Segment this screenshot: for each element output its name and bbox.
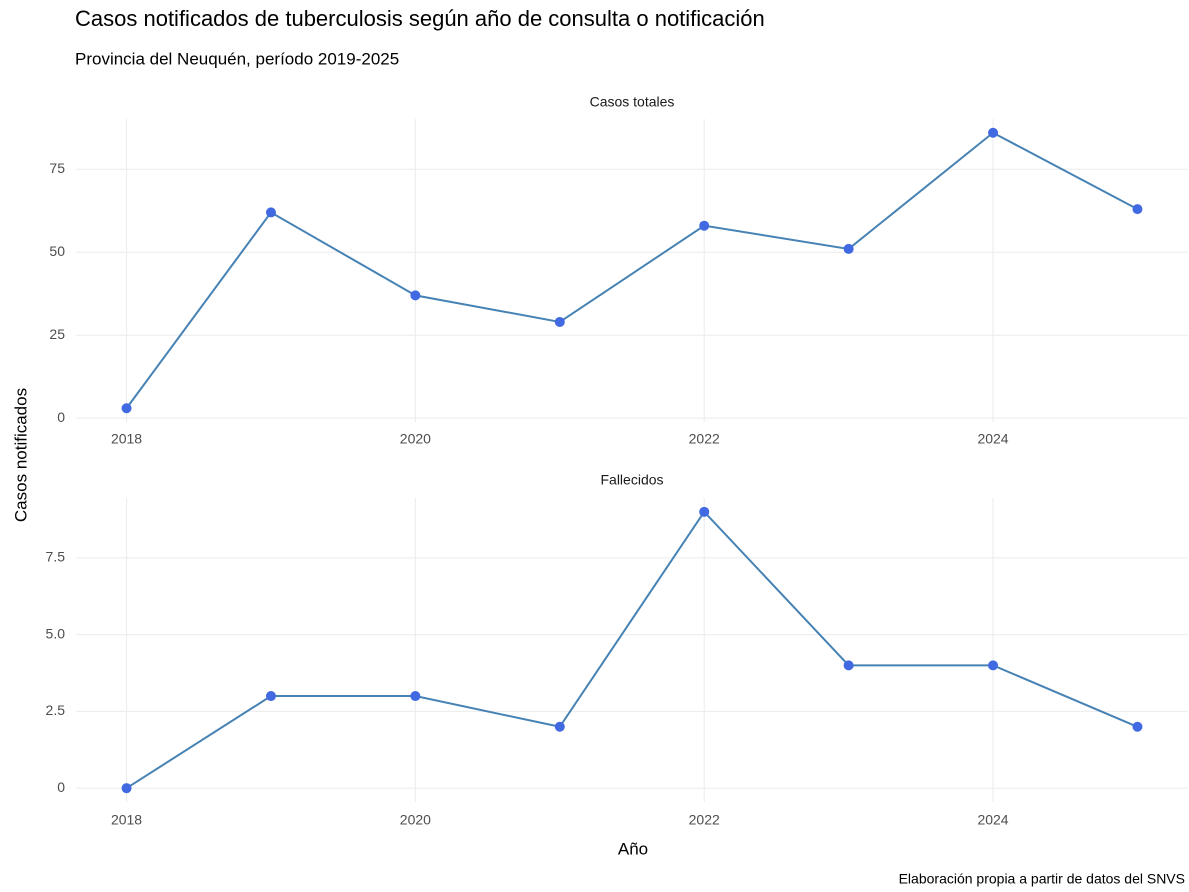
point <box>843 243 854 254</box>
y-tick-label: 7.5 <box>46 549 66 565</box>
x-tick-label: 2022 <box>689 431 720 447</box>
point <box>410 691 421 702</box>
line <box>126 510 1138 790</box>
x-tick-label: 2018 <box>111 431 142 447</box>
point <box>554 721 565 732</box>
x-tick-label: 2024 <box>977 812 1008 828</box>
y-tick-label: 50 <box>49 243 65 259</box>
chart-title: Casos notificados de tuberculosis según … <box>75 6 765 31</box>
chart-subtitle: Provincia del Neuquén, período 2019-2025 <box>75 49 399 68</box>
x-tick-label: 2022 <box>689 812 720 828</box>
facet-title: Casos totales <box>590 94 675 110</box>
y-tick-label: 25 <box>49 326 65 342</box>
x-axis-label: Año <box>618 839 648 858</box>
x-tick-label: 2020 <box>400 812 431 828</box>
point <box>988 660 999 671</box>
facet-title: Fallecidos <box>600 472 663 488</box>
point <box>265 691 276 702</box>
x-tick-label: 2024 <box>977 431 1008 447</box>
point <box>121 403 132 414</box>
y-tick-label: 0 <box>57 409 65 425</box>
point <box>843 660 854 671</box>
caption: Elaboración propia a partir de datos del… <box>899 871 1185 887</box>
point <box>1132 204 1143 215</box>
point <box>265 207 276 218</box>
y-tick-label: 2.5 <box>46 702 66 718</box>
y-tick-label: 75 <box>49 160 65 176</box>
point <box>554 316 565 327</box>
y-tick-label: 5.0 <box>46 625 66 641</box>
point <box>699 220 710 231</box>
line <box>125 131 1138 409</box>
point <box>410 290 421 301</box>
point <box>1132 721 1143 732</box>
x-tick-label: 2020 <box>400 431 431 447</box>
point <box>699 506 710 517</box>
point <box>121 783 132 794</box>
point <box>988 127 999 138</box>
y-tick-label: 0 <box>57 779 65 795</box>
x-tick-label: 2018 <box>111 812 142 828</box>
y-axis-label: Casos notificados <box>11 388 30 522</box>
